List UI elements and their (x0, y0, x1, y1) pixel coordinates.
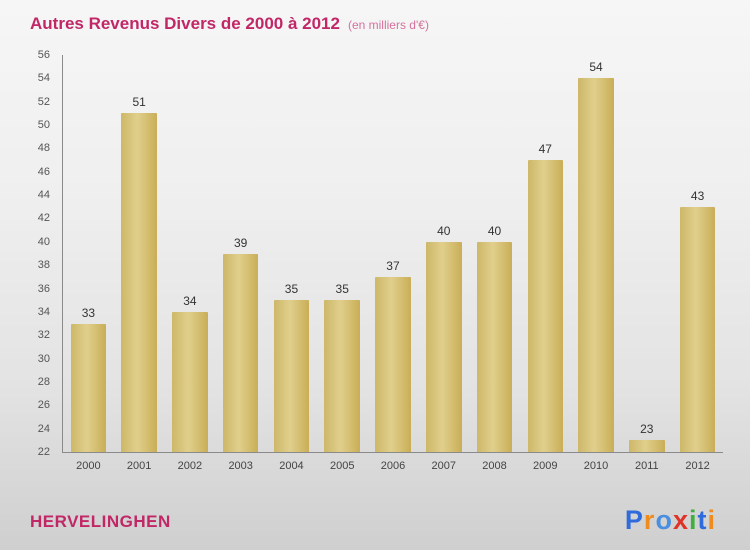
y-tick-label: 48 (37, 142, 50, 155)
bar (273, 300, 310, 452)
bar (578, 78, 614, 452)
y-tick-label: 28 (37, 375, 50, 388)
logo-letter: P (624, 505, 644, 535)
bar-value-label: 35 (335, 282, 349, 297)
y-tick-label: 54 (37, 72, 50, 85)
bar-value-label: 43 (690, 188, 705, 203)
x-tick-label: 2004 (279, 460, 304, 472)
bar (476, 241, 513, 452)
y-tick-label: 52 (37, 95, 50, 108)
proxiti-logo: Proxiti (625, 505, 716, 536)
bar-slot: 40 2007 (418, 55, 469, 472)
y-tick-label: 24 (37, 422, 50, 435)
bar-slot: 33 2000 (63, 55, 114, 472)
bar-value-label: 54 (589, 60, 603, 75)
bar-value-label: 40 (487, 223, 502, 238)
chart-title: Autres Revenus Divers de 2000 à 2012 (30, 14, 340, 33)
x-tick-label: 2002 (177, 460, 203, 472)
plot-area: 33 2000 51 2001 34 2002 39 2003 35 2004 35 2005 37 20… (62, 55, 723, 472)
bar (121, 113, 157, 452)
bar-value-label: 40 (437, 223, 451, 238)
commune-name: HERVELINGHEN (30, 512, 171, 531)
x-tick-label: 2012 (685, 460, 710, 472)
bar-slot: 23 2011 (621, 55, 672, 472)
bar-slot: 54 2010 (571, 55, 622, 472)
bar-value-label: 39 (234, 235, 248, 250)
bar (222, 253, 259, 452)
bar-slot: 39 2003 (215, 55, 266, 472)
x-tick-label: 2001 (126, 460, 152, 472)
bar-value-label: 35 (284, 282, 299, 297)
bar (527, 160, 564, 452)
bar-value-label: 47 (538, 142, 552, 157)
y-tick-label: 50 (37, 119, 50, 132)
x-tick-label: 2006 (380, 460, 406, 472)
bar (679, 206, 716, 452)
bar-value-label: 23 (640, 422, 654, 437)
x-tick-label: 2011 (634, 460, 659, 472)
bar-slot: 34 2002 (165, 55, 216, 472)
y-tick-label: 30 (37, 352, 50, 365)
bar-slot: 37 2006 (368, 55, 419, 472)
y-tick-label: 38 (37, 259, 50, 272)
logo-letter: i (707, 505, 716, 535)
chart-subtitle: (en milliers d'€) (347, 18, 429, 32)
bar (375, 276, 411, 452)
x-tick-label: 2005 (329, 460, 355, 472)
bar-slot: 51 2001 (114, 55, 165, 472)
y-tick-label: 40 (37, 235, 50, 248)
bar-value-label: 33 (81, 305, 96, 320)
bar-value-label: 51 (132, 95, 146, 110)
bar-slot: 40 2008 (469, 55, 520, 472)
logo-letter: r (643, 505, 656, 535)
bar-slot: 35 2005 (317, 55, 368, 472)
bar (425, 241, 462, 452)
y-tick-label: 34 (37, 305, 50, 318)
bar-value-label: 34 (183, 293, 197, 308)
x-tick-label: 2008 (482, 460, 507, 472)
y-tick-label: 32 (37, 329, 50, 342)
bar-value-label: 37 (386, 258, 400, 273)
logo-letter: t (697, 505, 708, 535)
bar (324, 300, 360, 452)
x-tick-label: 2009 (533, 460, 558, 472)
y-tick-label: 46 (37, 165, 50, 178)
bar-slot: 47 2009 (520, 55, 571, 472)
bar (70, 323, 107, 452)
bar (629, 440, 665, 452)
x-tick-label: 2003 (228, 460, 253, 472)
x-tick-label: 2007 (431, 460, 456, 472)
x-tick-label: 2010 (583, 460, 609, 472)
y-tick-label: 22 (37, 446, 50, 458)
x-tick-label: 2000 (76, 460, 101, 472)
y-axis: 22 24 26 28 30 32 34 36 38 40 42 44 46 48 50 52 54 56 (0, 49, 56, 458)
logo-letter: i (688, 505, 698, 535)
y-tick-label: 42 (37, 212, 50, 225)
bar-slot: 43 2012 (672, 55, 723, 472)
logo-letter: o (655, 505, 673, 535)
bar-slot: 35 2004 (266, 55, 317, 472)
logo-letter: x (672, 505, 689, 535)
y-tick-label: 44 (37, 189, 50, 202)
chart-header: Autres Revenus Divers de 2000 à 2012 (en … (30, 14, 429, 34)
y-tick-label: 36 (37, 282, 50, 295)
y-tick-label: 26 (37, 399, 50, 412)
bar (172, 311, 208, 452)
y-tick-label: 56 (37, 49, 50, 61)
